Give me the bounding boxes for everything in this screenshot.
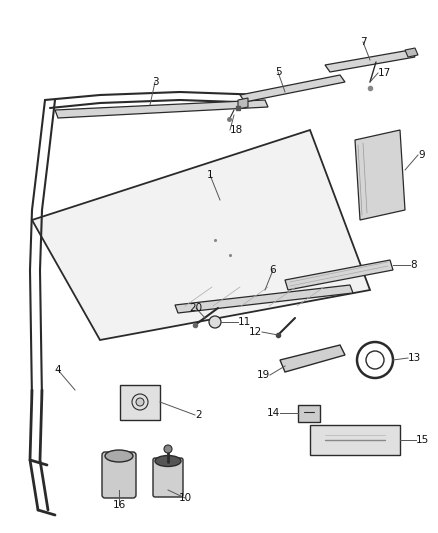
Text: 1: 1: [207, 170, 213, 180]
Circle shape: [136, 398, 144, 406]
FancyBboxPatch shape: [153, 458, 183, 497]
Circle shape: [164, 445, 172, 453]
Text: 8: 8: [410, 260, 417, 270]
Text: 2: 2: [195, 410, 201, 420]
Text: 16: 16: [113, 500, 126, 510]
Text: 15: 15: [416, 435, 429, 445]
Text: 9: 9: [418, 150, 424, 160]
Polygon shape: [310, 425, 400, 455]
Polygon shape: [55, 100, 268, 118]
Text: 7: 7: [360, 37, 366, 47]
Polygon shape: [355, 130, 405, 220]
Text: 10: 10: [178, 493, 191, 503]
Polygon shape: [175, 285, 353, 313]
Text: 13: 13: [408, 353, 421, 363]
Polygon shape: [120, 385, 160, 420]
Text: 3: 3: [152, 77, 158, 87]
Polygon shape: [32, 130, 370, 340]
Polygon shape: [238, 98, 248, 109]
Text: 12: 12: [249, 327, 262, 337]
Text: 19: 19: [257, 370, 270, 380]
Text: 14: 14: [267, 408, 280, 418]
Text: 18: 18: [230, 125, 243, 135]
Text: 11: 11: [238, 317, 251, 327]
Polygon shape: [280, 345, 345, 372]
Text: 4: 4: [55, 365, 61, 375]
Polygon shape: [298, 405, 320, 422]
Text: 6: 6: [270, 265, 276, 275]
Text: 20: 20: [190, 303, 202, 313]
Circle shape: [209, 316, 221, 328]
Text: 5: 5: [275, 67, 281, 77]
Polygon shape: [405, 48, 418, 57]
Text: 17: 17: [378, 68, 391, 78]
Polygon shape: [325, 50, 415, 72]
Ellipse shape: [155, 456, 181, 466]
Polygon shape: [240, 75, 345, 102]
Polygon shape: [285, 260, 393, 290]
FancyBboxPatch shape: [102, 452, 136, 498]
Ellipse shape: [105, 450, 133, 462]
